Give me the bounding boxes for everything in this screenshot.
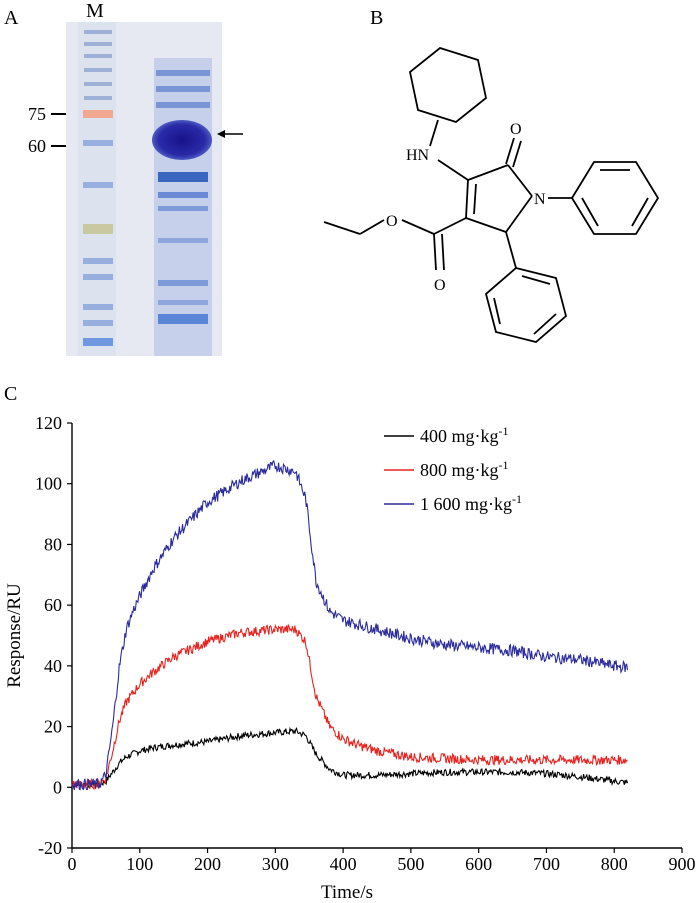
y-tick-label: 80 — [44, 534, 62, 554]
series-line-2 — [71, 623, 628, 791]
panel-b-label: B — [370, 7, 384, 29]
x-tick-label: 700 — [533, 854, 560, 874]
chemical-structure: HN O N O O — [323, 46, 660, 343]
x-tick-label: 300 — [262, 854, 289, 874]
y-tick-label: 120 — [35, 413, 62, 433]
x-axis-label: Time/s — [321, 882, 373, 903]
series-line-3 — [71, 459, 629, 791]
c-phenyl-ring — [484, 267, 568, 343]
y-tick-label: 20 — [44, 717, 62, 737]
y-axis-label: Response/RU — [4, 583, 25, 688]
x-tick-label: 500 — [397, 854, 424, 874]
sensorgram-chart: 0 100 200 300 400 500 600 700 800 900 -20 0 20 40 60 80… — [4, 413, 696, 903]
hn-atom-label: HN — [406, 147, 430, 164]
x-tick-label: 400 — [330, 854, 357, 874]
legend-label-2: 800 mg·kg-1 — [420, 458, 509, 480]
y-tick-label: 100 — [35, 474, 62, 494]
cyclohexyl-ring — [409, 46, 487, 124]
y-tick-label: -20 — [38, 838, 62, 858]
ester-oxygen-label: O — [386, 213, 398, 230]
marker-lane-label: M — [86, 0, 104, 22]
series-line-1 — [71, 726, 629, 789]
x-tick-label: 0 — [68, 854, 77, 874]
marker-75-label: 75 — [28, 104, 46, 124]
x-tick-label: 600 — [465, 854, 492, 874]
legend-label-3: 1 600 mg·kg-1 — [420, 492, 522, 514]
x-tick-label: 100 — [126, 854, 153, 874]
panel-a-label: A — [4, 7, 19, 29]
arrow-left-icon — [217, 130, 243, 138]
x-tick-label: 200 — [194, 854, 221, 874]
marker-60-label: 60 — [28, 136, 46, 156]
ketone-oxygen-label: O — [510, 121, 522, 138]
carbonyl-oxygen-label: O — [434, 277, 446, 294]
x-tick-label: 900 — [669, 854, 696, 874]
panel-c-label: C — [4, 383, 18, 405]
legend-label-1: 400 mg·kg-1 — [420, 424, 509, 446]
sds-page-gel-image — [66, 22, 222, 356]
n-phenyl-ring — [570, 161, 660, 235]
y-tick-label: 0 — [53, 777, 62, 797]
x-tick-label: 800 — [601, 854, 628, 874]
ring-nitrogen-label: N — [534, 191, 546, 208]
y-tick-label: 60 — [44, 595, 62, 615]
y-tick-label: 40 — [44, 656, 62, 676]
